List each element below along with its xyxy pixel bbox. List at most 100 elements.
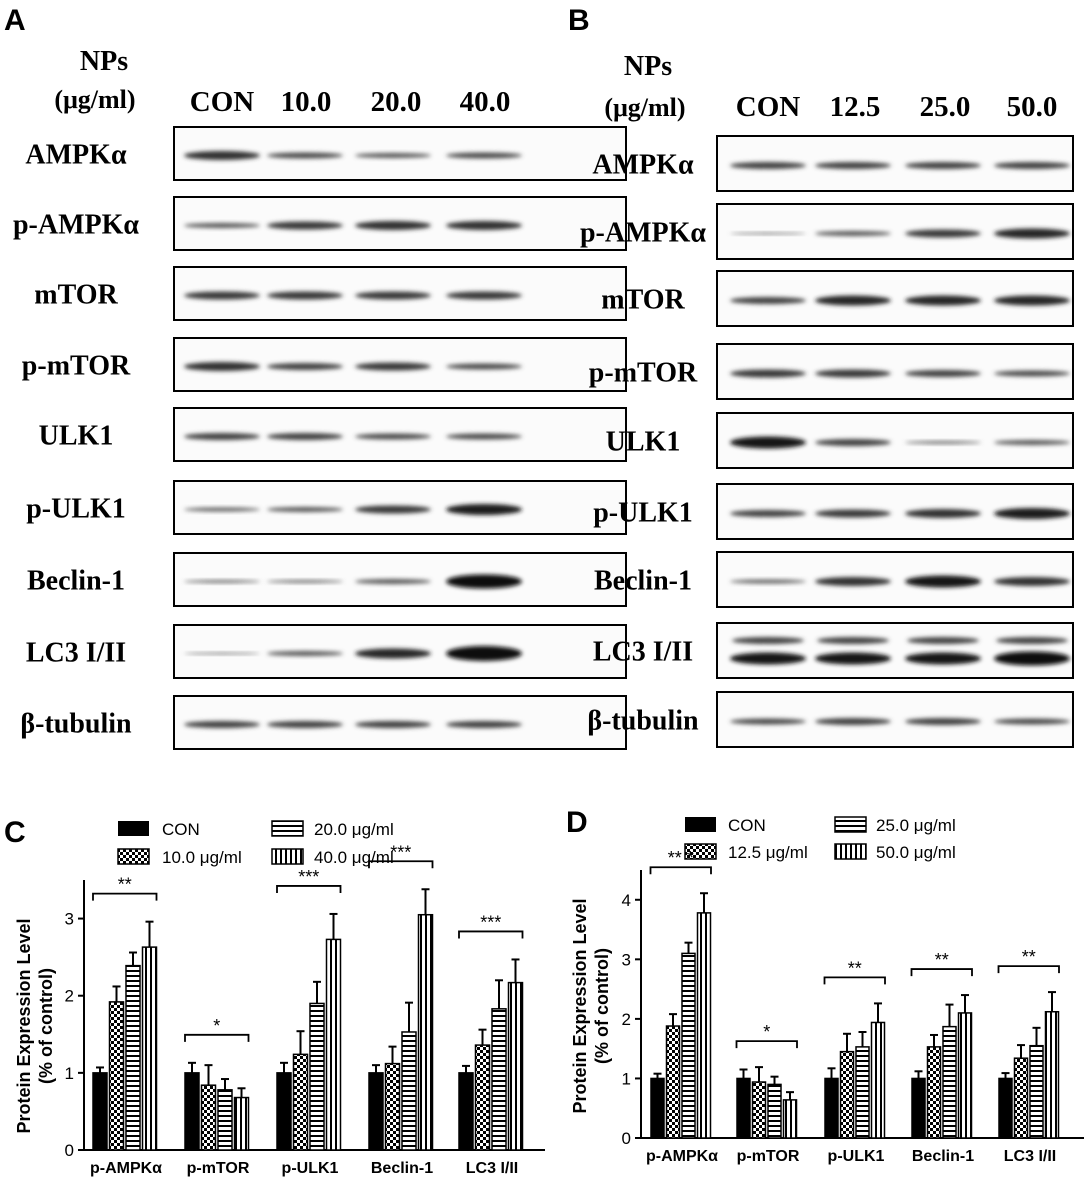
blot-row-label: Beclin-1 [594, 566, 692, 597]
blot-band [905, 295, 981, 306]
blot-band [730, 652, 806, 665]
blot-band [994, 577, 1070, 586]
blot-band [994, 370, 1070, 377]
blot-a-lane-label: 40.0 [460, 86, 511, 118]
bar [368, 1072, 384, 1151]
blot-band [446, 152, 522, 159]
blot-band [184, 223, 260, 228]
chart-c-y-label-line2: (% of control) [36, 968, 56, 1084]
blot-b-header-unit: (μg/ml) [604, 93, 685, 122]
blot-row-label: AMPKα [25, 140, 127, 171]
bar [926, 1046, 942, 1139]
blot-band [905, 718, 981, 725]
blot-frame [173, 624, 627, 679]
y-tick-label: 2 [622, 1010, 631, 1029]
panel-letter-d: D [566, 806, 588, 839]
blot-row-label: p-mTOR [589, 358, 698, 389]
blot-band [730, 232, 806, 235]
blot-row: Beclin-1 [27, 552, 627, 607]
blot-row-label: ULK1 [39, 421, 114, 452]
bar [839, 1050, 855, 1139]
blot-band [355, 291, 431, 300]
blot-a-header-nps: NPs [80, 46, 128, 77]
chart-c-plot: 0 1 2 3 p-AMPKα ** p-mTOR * p-ULK1 *** Beclin-1 ***… [65, 842, 545, 1177]
significance-bracket [276, 885, 342, 893]
bar [1044, 1010, 1060, 1139]
blot-row: p-ULK1 [26, 480, 627, 535]
chart-c-legend: CON 10.0 μg/ml 20.0 μg/ml 40.0 μg/ml [117, 820, 394, 867]
blot-row: mTOR [34, 266, 627, 321]
blot-band [184, 151, 260, 160]
blot-band [184, 362, 260, 371]
significance-label: *** [480, 912, 501, 932]
blot-band [730, 369, 806, 378]
chart-d-y-label-line2: (% of control) [592, 948, 612, 1064]
significance-bracket [184, 1033, 250, 1042]
blot-row-label: p-AMPKα [580, 218, 706, 249]
blot-band [184, 507, 260, 512]
bar [911, 1077, 926, 1139]
bar [767, 1083, 782, 1139]
significance-bracket [649, 866, 712, 875]
bar [1013, 1057, 1029, 1139]
blot-row-label: LC3 I/II [593, 637, 693, 668]
bar [233, 1096, 250, 1151]
legend-label-con: CON [162, 820, 200, 839]
bar [870, 1021, 886, 1139]
bar [401, 1031, 417, 1151]
blot-band [446, 363, 522, 370]
significance-label: *** [390, 842, 411, 862]
blot-row-label: p-ULK1 [593, 498, 693, 529]
bar [276, 1072, 292, 1151]
blot-a-lane-label: CON [190, 86, 255, 118]
blot-band [815, 509, 891, 518]
significance-label: * [763, 1022, 770, 1042]
blot-b-lane-label: CON [736, 91, 801, 123]
blot-band [267, 580, 343, 583]
blot-row-label: LC3 I/II [26, 638, 126, 669]
panel-letter-c: C [4, 816, 26, 849]
blot-band [817, 637, 889, 644]
legend-swatch-high [271, 848, 304, 865]
chart-d-legend: CON 12.5 μg/ml 25.0 μg/ml 50.0 μg/ml [684, 816, 956, 862]
blot-row: AMPKα [25, 126, 627, 181]
significance-bracket [368, 860, 434, 869]
bar [998, 1077, 1013, 1139]
blot-band [355, 648, 431, 659]
blot-row: ULK1 [606, 412, 1074, 469]
blot-band [446, 433, 522, 440]
blot-band [184, 291, 260, 300]
x-tick-label: p-AMPKα [646, 1148, 718, 1165]
y-tick-label: 1 [65, 1064, 74, 1083]
blot-band [267, 152, 343, 159]
bar [491, 1008, 507, 1151]
bar [681, 952, 696, 1139]
blot-band [905, 652, 981, 665]
panel-letter-b: B [568, 4, 590, 37]
blot-band [730, 436, 806, 449]
x-tick-label: p-AMPKα [90, 1160, 162, 1177]
y-tick-label: 4 [622, 891, 631, 910]
blot-a-lane-label: 10.0 [281, 86, 332, 118]
bar [458, 1072, 474, 1151]
blot-band [267, 507, 343, 512]
bar [292, 1053, 309, 1151]
y-tick-label: 3 [65, 910, 74, 929]
blot-band [994, 162, 1070, 169]
blot-b-header-nps: NPs [624, 51, 672, 82]
significance-bracket [910, 968, 973, 977]
legend-swatch-high [834, 843, 867, 860]
x-tick-label: LC3 I/II [466, 1160, 518, 1177]
bar [1029, 1044, 1044, 1139]
blot-band [267, 221, 343, 230]
blot-band [994, 651, 1070, 666]
bar [736, 1077, 751, 1139]
blot-band [994, 508, 1070, 519]
y-tick-label: 0 [622, 1129, 631, 1148]
bar [782, 1099, 798, 1139]
bar [92, 1072, 108, 1151]
significance-bracket [823, 976, 886, 985]
blot-row-label: p-mTOR [22, 351, 131, 382]
blot-panel-a: NPs (μg/ml) CON 10.0 20.0 40.0 AMPKα p-AM… [13, 46, 627, 750]
blot-band [994, 228, 1070, 239]
